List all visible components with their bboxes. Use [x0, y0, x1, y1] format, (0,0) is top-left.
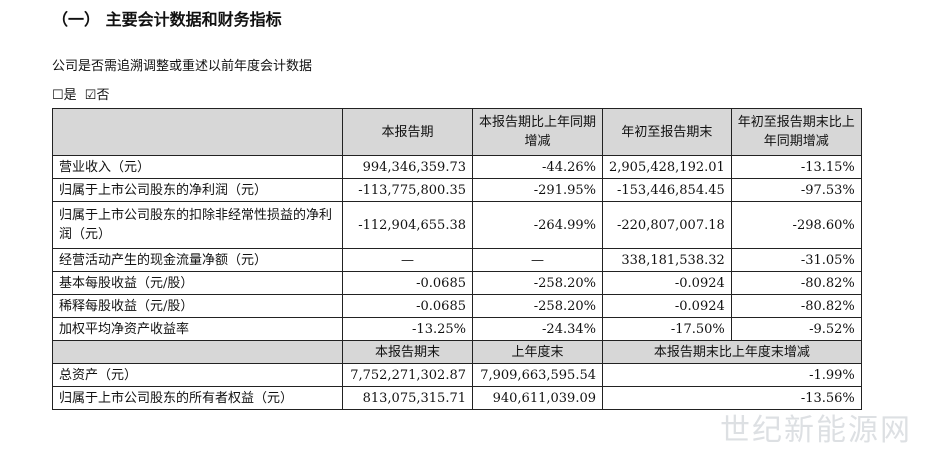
cell-value: -0.0685	[342, 294, 473, 318]
row-label: 稀释每股收益（元/股）	[52, 294, 343, 318]
row-label: 总资产（元）	[52, 363, 343, 387]
cell-value: -80.82%	[730, 294, 862, 318]
table-row: 归属于上市公司股东的所有者权益（元） 813,075,315.71 940,61…	[52, 386, 862, 410]
cell-value: -0.0924	[602, 294, 732, 318]
option-no[interactable]: ☑否	[84, 88, 110, 103]
row-label: 归属于上市公司股东的所有者权益（元）	[52, 386, 343, 410]
header-cell: 年初至报告期末比上年同期增减	[730, 108, 862, 156]
cell-value: -13.15%	[730, 155, 862, 179]
header-cell: 年初至报告期末	[602, 108, 732, 156]
restatement-question: 公司是否需追溯调整或重述以前年度会计数据	[52, 59, 313, 74]
cell-value: -264.99%	[472, 201, 603, 249]
option-yes[interactable]: ☐是	[52, 88, 77, 103]
header-cell: 上年度末	[472, 340, 603, 364]
cell-value: -13.56%	[602, 386, 862, 410]
header-cell	[52, 340, 343, 364]
cell-value: —	[342, 248, 473, 272]
cell-value: -0.0685	[342, 271, 473, 295]
cell-value: -44.26%	[472, 155, 603, 179]
table-row: 归属于上市公司股东的扣除非经常性损益的净利润（元） -112,904,655.3…	[52, 201, 862, 249]
header-cell: 本报告期	[342, 108, 473, 156]
cell-value: 994,346,359.73	[342, 155, 473, 179]
cell-value: -80.82%	[730, 271, 862, 295]
table-row: 总资产（元） 7,752,271,302.87 7,909,663,595.54…	[52, 363, 862, 387]
table-row: 稀释每股收益（元/股） -0.0685 -258.20% -0.0924 -80…	[52, 294, 862, 318]
cell-value: -0.0924	[602, 271, 732, 295]
cell-value: -17.50%	[602, 317, 732, 341]
table-row: 加权平均净资产收益率 -13.25% -24.34% -17.50% -9.52…	[52, 317, 862, 341]
header-cell: 本报告期末比上年度末增减	[602, 340, 862, 364]
header-cell: 本报告期末	[342, 340, 473, 364]
table-row: 经营活动产生的现金流量净额（元） — — 338,181,538.32 -31.…	[52, 248, 862, 272]
cell-value: 2,905,428,192.01	[602, 155, 732, 179]
header-cell: 本报告期比上年同期增减	[472, 108, 603, 156]
cell-value: -220,807,007.18	[602, 201, 732, 249]
site-watermark: 世纪新能源网	[720, 413, 912, 448]
table-row: 营业收入（元） 994,346,359.73 -44.26% 2,905,428…	[52, 155, 862, 179]
cell-value: 7,752,271,302.87	[342, 363, 473, 387]
cell-value: -153,446,854.45	[602, 178, 732, 202]
row-label: 归属于上市公司股东的扣除非经常性损益的净利润（元）	[52, 201, 343, 249]
cell-value: -9.52%	[730, 317, 862, 341]
row-label: 加权平均净资产收益率	[52, 317, 343, 341]
cell-value: -258.20%	[472, 294, 603, 318]
row-label: 经营活动产生的现金流量净额（元）	[52, 248, 343, 272]
header-cell	[52, 108, 343, 156]
cell-value: 813,075,315.71	[342, 386, 473, 410]
cell-value: -113,775,800.35	[342, 178, 473, 202]
cell-value: -1.99%	[602, 363, 862, 387]
row-label: 归属于上市公司股东的净利润（元）	[52, 178, 343, 202]
cell-value: 338,181,538.32	[602, 248, 732, 272]
row-label: 基本每股收益（元/股）	[52, 271, 343, 295]
cell-value: 7,909,663,595.54	[472, 363, 603, 387]
row-label: 营业收入（元）	[52, 155, 343, 179]
cell-value: -13.25%	[342, 317, 473, 341]
cell-value: -291.95%	[472, 178, 603, 202]
table-row: 基本每股收益（元/股） -0.0685 -258.20% -0.0924 -80…	[52, 271, 862, 295]
cell-value: 940,611,039.09	[472, 386, 603, 410]
restatement-options: ☐是 ☑否	[52, 84, 113, 103]
section-heading: （一） 主要会计数据和财务指标	[52, 10, 282, 29]
cell-value: -112,904,655.38	[342, 201, 473, 249]
cell-value: -97.53%	[730, 178, 862, 202]
financial-indicators-table: 本报告期 本报告期比上年同期增减 年初至报告期末 年初至报告期末比上年同期增减 …	[52, 108, 862, 410]
cell-value: -258.20%	[472, 271, 603, 295]
cell-value: -24.34%	[472, 317, 603, 341]
cell-value: -298.60%	[730, 201, 862, 249]
cell-value: -31.05%	[730, 248, 862, 272]
table-row: 归属于上市公司股东的净利润（元） -113,775,800.35 -291.95…	[52, 178, 862, 202]
cell-value: —	[472, 248, 603, 272]
